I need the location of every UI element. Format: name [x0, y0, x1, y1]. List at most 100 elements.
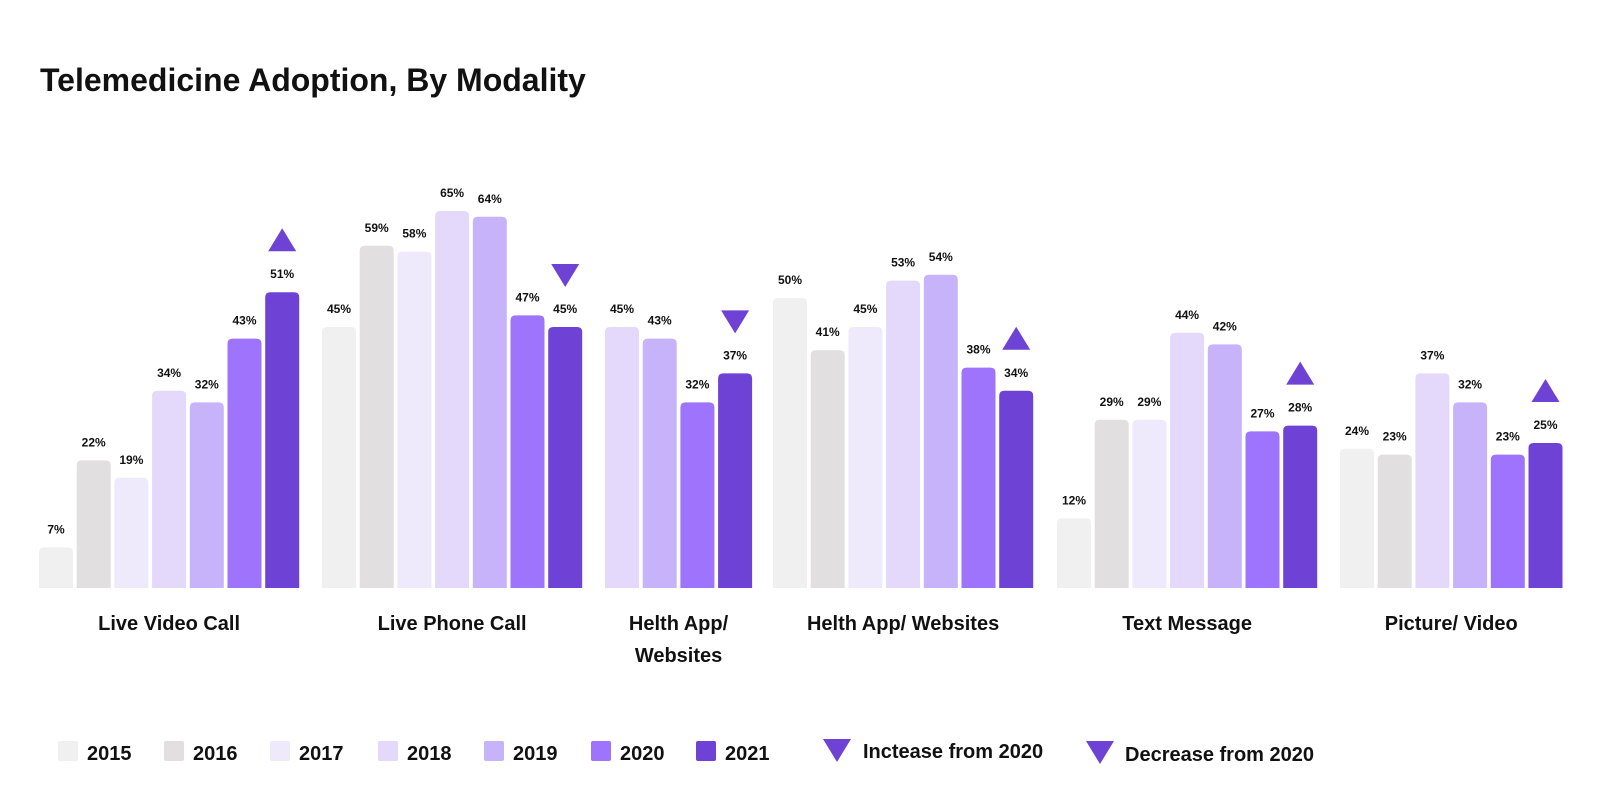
data-label: 58%	[402, 227, 426, 241]
increase-triangle-icon	[1002, 326, 1031, 350]
bar-2020	[227, 338, 262, 588]
increase-triangle-icon	[268, 228, 297, 252]
data-label: 41%	[816, 325, 840, 339]
data-label: 43%	[232, 314, 256, 328]
data-label: 19%	[119, 453, 143, 467]
bar-2021	[1528, 443, 1563, 588]
legend-swatch-2017	[270, 741, 290, 761]
data-label: 32%	[1458, 377, 1482, 391]
legend-swatch-2020	[591, 741, 611, 761]
legend-swatch-2019	[484, 741, 504, 761]
data-label: 29%	[1137, 395, 1161, 409]
data-label: 65%	[440, 186, 464, 200]
data-label: 47%	[515, 290, 539, 304]
data-label: 27%	[1250, 406, 1274, 420]
data-label: 25%	[1533, 418, 1557, 432]
bar-2021	[1283, 425, 1318, 588]
bar-2016	[1377, 454, 1412, 588]
bar-2021	[718, 373, 753, 588]
bar-2019	[472, 216, 507, 589]
data-label: 42%	[1213, 319, 1237, 333]
bar-2017	[1132, 419, 1167, 588]
legend-swatch-2015	[58, 741, 78, 761]
bar-2019	[1453, 402, 1488, 588]
data-label: 64%	[478, 192, 502, 206]
data-label: 38%	[966, 343, 990, 357]
legend-swatch-2016	[164, 741, 184, 761]
bar-2018	[1170, 332, 1205, 588]
bar-2015	[773, 298, 807, 588]
data-label: 54%	[929, 250, 953, 264]
category-label: Live Phone Call	[378, 613, 527, 635]
data-label: 59%	[365, 221, 389, 235]
bar-2016	[359, 245, 394, 589]
data-label: 28%	[1288, 401, 1312, 415]
category-label: Live Video Call	[98, 613, 240, 635]
data-label: 37%	[1420, 348, 1444, 362]
legend-increase-triangle-icon	[823, 739, 851, 762]
category-label: Websites	[635, 645, 722, 667]
bar-2019	[923, 274, 958, 588]
bar-2016	[810, 350, 845, 588]
legend-label: 2016	[193, 743, 238, 765]
data-label: 34%	[157, 366, 181, 380]
data-label: 45%	[853, 302, 877, 316]
data-label: 34%	[1004, 366, 1028, 380]
legend-label-decrease: Decrease from 2020	[1125, 744, 1314, 766]
legend-decrease-triangle-icon	[1086, 741, 1114, 764]
chart-title: Telemedicine Adoption, By Modality	[40, 62, 586, 98]
bar-2020	[510, 315, 545, 588]
data-label: 50%	[778, 273, 802, 287]
bar-2015	[39, 547, 73, 588]
bar-2020	[961, 367, 996, 588]
bar-2021	[548, 327, 583, 588]
data-label: 23%	[1496, 430, 1520, 444]
bar-2019	[642, 338, 677, 588]
data-label: 45%	[610, 302, 634, 316]
bar-2019	[1207, 344, 1242, 588]
decrease-triangle-icon	[721, 310, 750, 334]
legend-label: 2019	[513, 743, 558, 765]
bar-2016	[1094, 419, 1129, 588]
bar-2017	[114, 477, 149, 588]
increase-triangle-icon	[1286, 361, 1315, 385]
data-label: 37%	[723, 348, 747, 362]
legend-swatch-2021	[696, 741, 716, 761]
data-label: 24%	[1345, 424, 1369, 438]
bar-2020	[1490, 454, 1525, 588]
bar-2018	[152, 390, 187, 588]
data-label: 12%	[1062, 493, 1086, 507]
legend-label: 2018	[407, 743, 452, 765]
legend-label: 2017	[299, 743, 344, 765]
bar-2019	[189, 402, 224, 588]
data-label: 29%	[1100, 395, 1124, 409]
data-label: 23%	[1383, 430, 1407, 444]
bar-2018	[435, 211, 470, 588]
bar-2018	[886, 280, 921, 588]
bar-2015	[1340, 448, 1374, 588]
legend-label: 2020	[620, 743, 665, 765]
bar-2017	[848, 327, 883, 588]
data-label: 44%	[1175, 308, 1199, 322]
bar-2018	[605, 327, 639, 588]
bar-2017	[397, 251, 432, 588]
legend-label: 2015	[87, 743, 132, 765]
data-label: 43%	[648, 314, 672, 328]
data-label: 53%	[891, 256, 915, 270]
data-label: 22%	[82, 435, 106, 449]
legend-label: 2021	[725, 743, 770, 765]
legend-label-increase: Inctease from 2020	[863, 741, 1043, 763]
data-label: 45%	[553, 302, 577, 316]
bar-2021	[265, 292, 300, 588]
legend-swatch-2018	[378, 741, 398, 761]
data-label: 7%	[47, 522, 65, 536]
bar-2021	[999, 390, 1034, 588]
data-label: 45%	[327, 302, 351, 316]
increase-triangle-icon	[1531, 379, 1560, 402]
category-label: Picture/ Video	[1385, 613, 1518, 635]
data-label: 32%	[685, 377, 709, 391]
bar-2016	[76, 460, 111, 588]
data-label: 32%	[195, 377, 219, 391]
category-label: Helth App/ Websites	[807, 613, 999, 635]
